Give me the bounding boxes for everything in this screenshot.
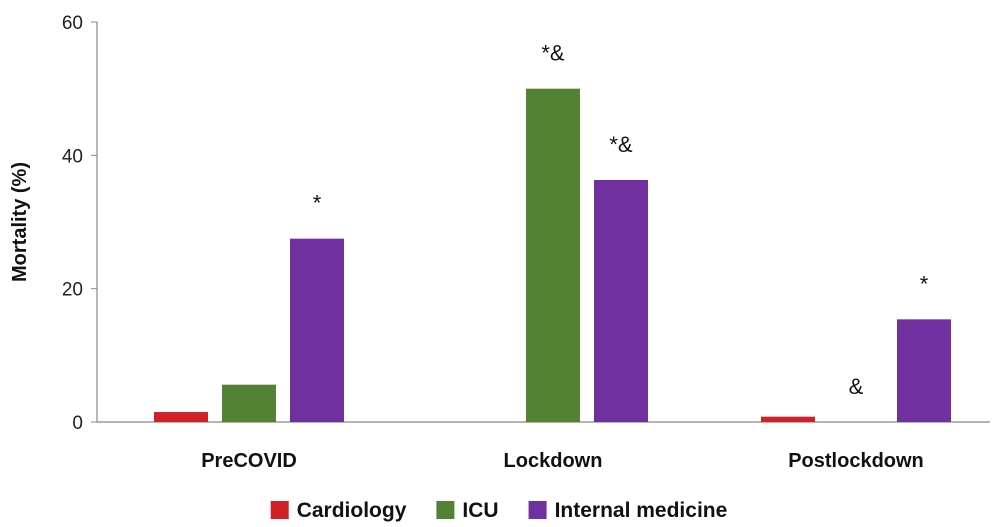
- y-tick-label: 60: [62, 13, 83, 34]
- x-category-label: PreCOVID: [201, 450, 297, 472]
- y-tick-label: 20: [62, 280, 83, 301]
- bar: [290, 238, 344, 422]
- legend-swatch: [270, 501, 289, 519]
- bar: [154, 412, 208, 422]
- y-axis-label: Mortality (%): [9, 162, 31, 282]
- legend: Cardiology ICU Internal medicine: [270, 499, 728, 522]
- legend-label: ICU: [462, 499, 498, 522]
- x-category-label: Postlockdown: [788, 450, 924, 472]
- significance-annotation: *: [313, 191, 322, 216]
- y-tick-label: 0: [72, 413, 83, 434]
- significance-annotation: *&: [541, 41, 565, 66]
- bar: [897, 319, 951, 422]
- legend-label: Cardiology: [297, 499, 407, 522]
- legend-label: Internal medicine: [555, 499, 728, 522]
- x-category-label: Lockdown: [504, 450, 603, 472]
- bar: [222, 384, 276, 422]
- significance-annotation: *&: [609, 132, 633, 157]
- significance-annotation: *: [920, 271, 929, 296]
- bars: [154, 88, 951, 423]
- axes: 0 20 40 60 PreCOVID Lockdown Postlockdown: [62, 13, 990, 472]
- legend-swatch: [528, 501, 547, 519]
- bar: [526, 88, 580, 423]
- annotations: * *& *& & *: [313, 41, 929, 399]
- significance-annotation: &: [849, 374, 864, 399]
- legend-swatch: [436, 501, 455, 519]
- bar: [594, 180, 648, 422]
- bar: [761, 416, 815, 422]
- y-tick-label: 40: [62, 146, 83, 167]
